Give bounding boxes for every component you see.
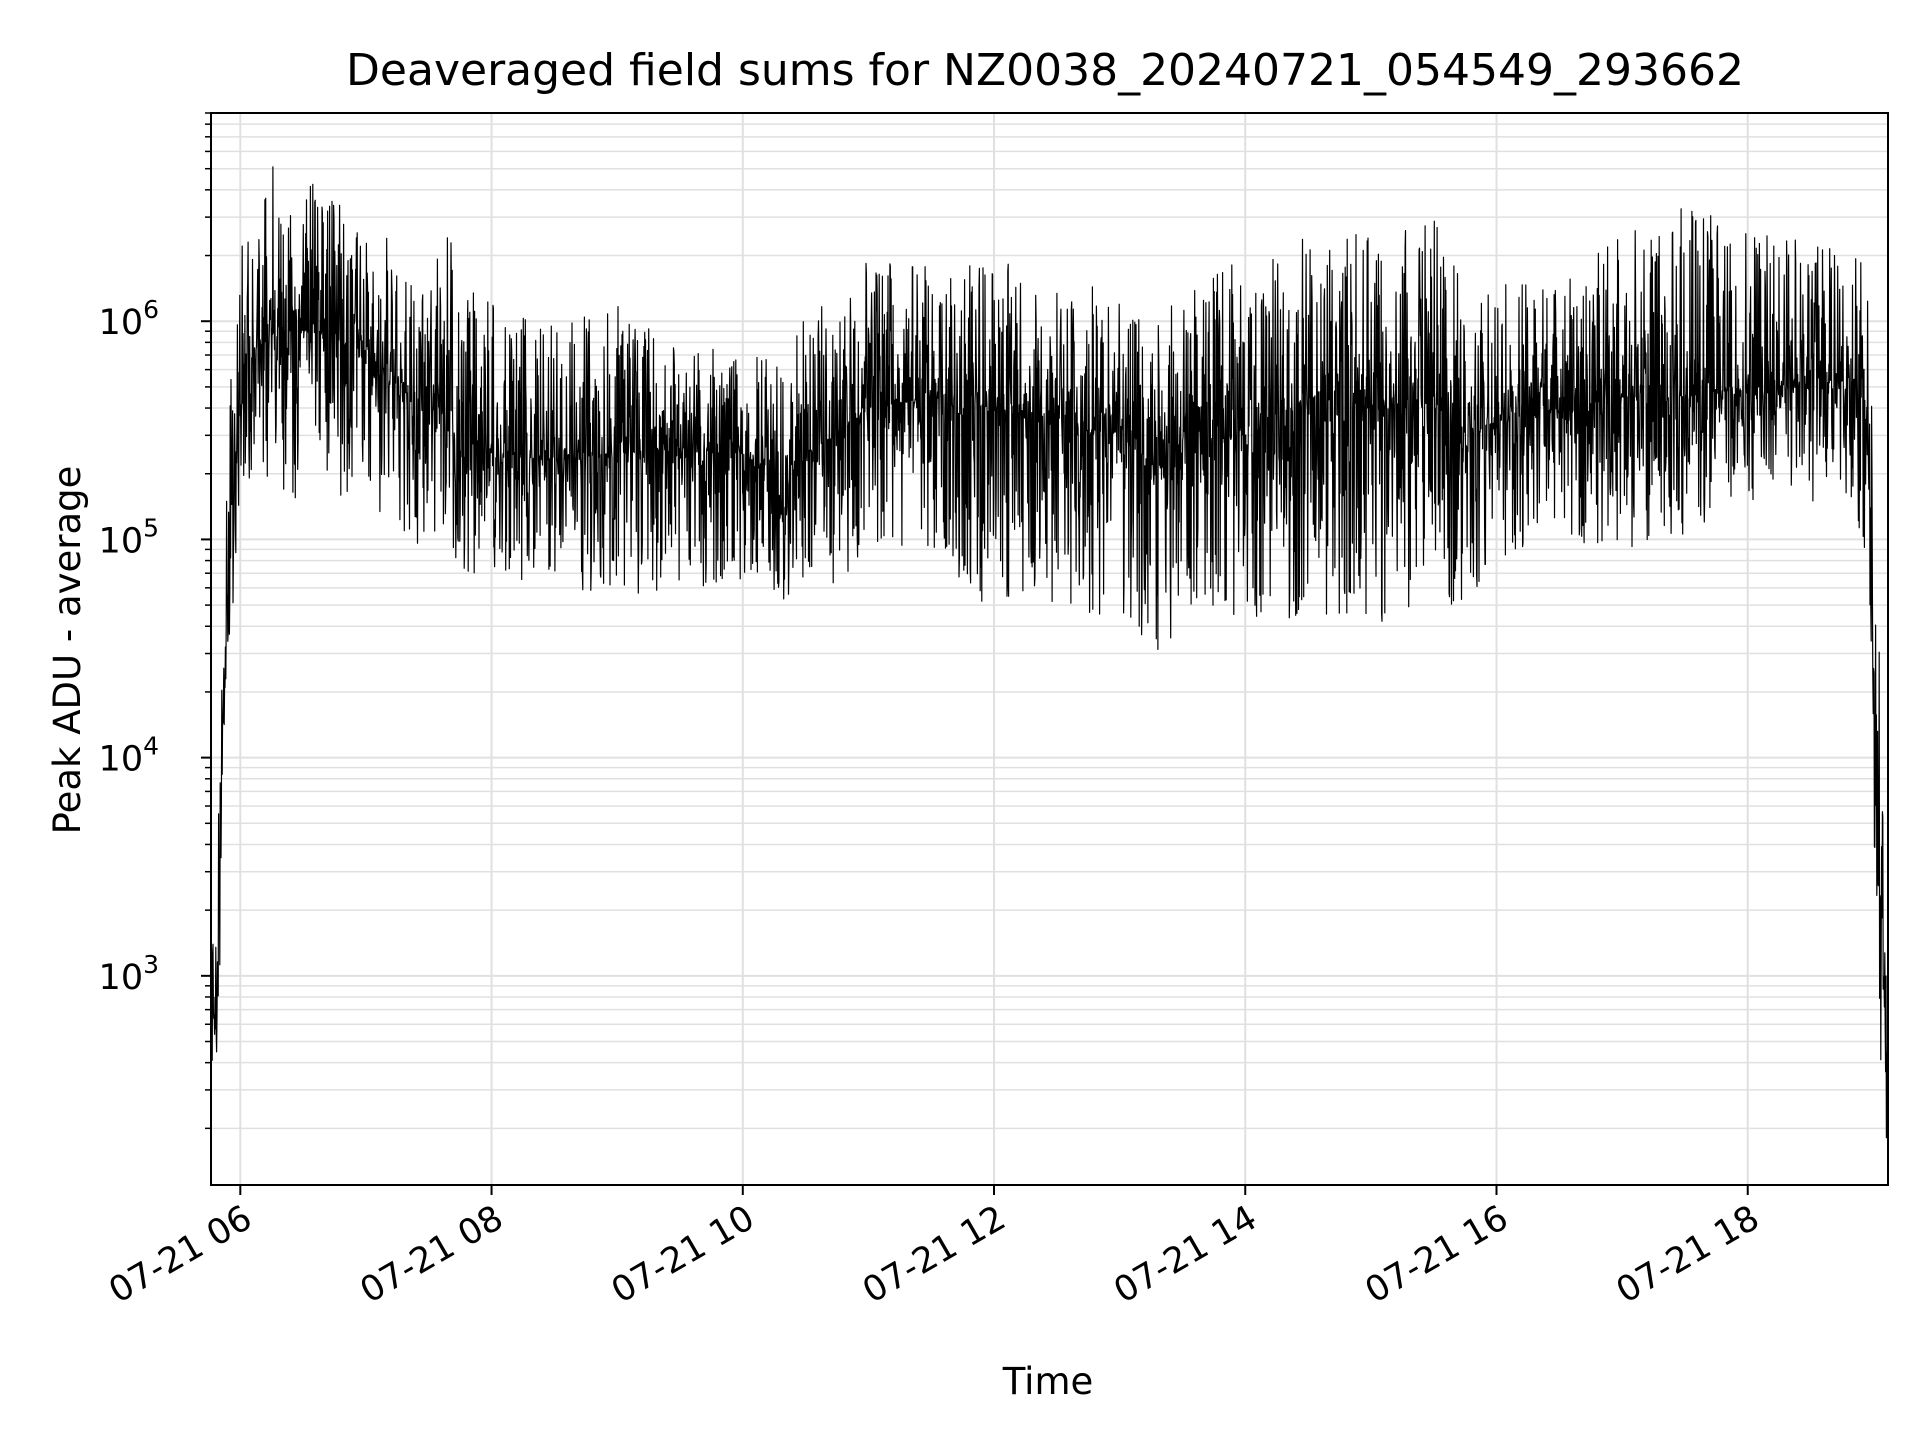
plot-frame	[210, 112, 1889, 1186]
y-tick-label-exponent: 3	[143, 950, 159, 979]
y-tick-label: 104	[99, 732, 159, 780]
chart-title: Deaveraged field sums for NZ0038_2024072…	[346, 45, 1744, 96]
y-tick-label-base: 10	[99, 521, 144, 561]
y-tick-label-base: 10	[99, 303, 144, 343]
y-axis-label: Peak ADU - average	[46, 466, 89, 835]
y-tick-label: 103	[99, 950, 159, 998]
grid	[201, 112, 1888, 1185]
y-tick-label: 106	[99, 295, 159, 343]
y-tick-label-exponent: 6	[143, 295, 159, 324]
y-tick-label: 105	[99, 513, 159, 561]
y-tick-label-base: 10	[99, 740, 144, 780]
y-tick-label-exponent: 4	[143, 732, 159, 761]
series-line	[210, 166, 1889, 1139]
y-tick-label-exponent: 5	[143, 513, 159, 542]
y-tick-label-base: 10	[99, 958, 144, 998]
data-series	[210, 166, 1889, 1139]
x-axis-label: Time	[1002, 1360, 1094, 1403]
plot-area	[211, 113, 1888, 1185]
